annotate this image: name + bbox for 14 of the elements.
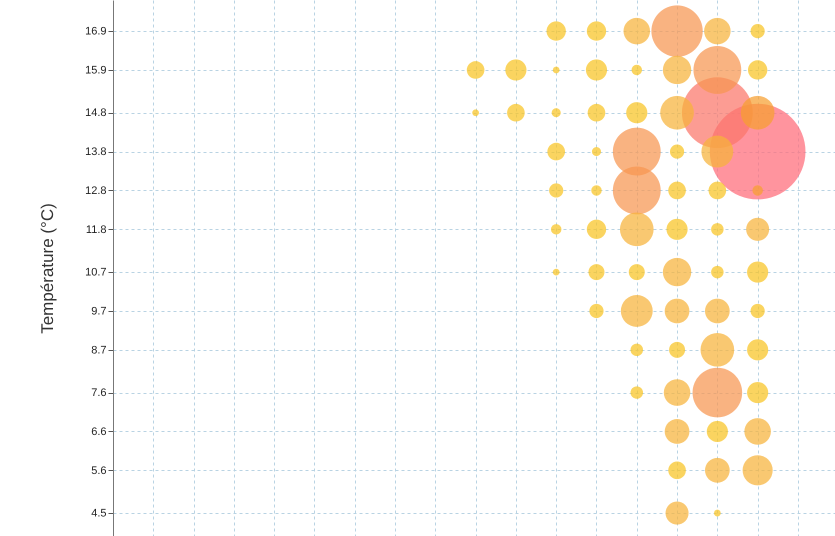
y-tick-label: 15.9 — [85, 64, 106, 76]
y-tick-label: 8.7 — [91, 344, 106, 356]
y-tick-label: 13.8 — [85, 146, 106, 158]
y-tick-label: 7.6 — [91, 387, 106, 400]
y-tick-label: 4.5 — [91, 508, 106, 520]
y-tick-label: 11.8 — [86, 224, 106, 236]
y-tick-label: 14.8 — [85, 107, 106, 120]
y-tick-label: 12.8 — [85, 184, 106, 197]
y-tick-label: 16.9 — [85, 26, 106, 38]
y-tick-label: 10.7 — [85, 266, 106, 279]
y-axis-title: Température (°C) — [38, 203, 58, 334]
y-tick-label: 6.6 — [91, 426, 106, 438]
y-tick-label: 5.6 — [91, 464, 106, 477]
y-tick-label: 9.7 — [91, 305, 106, 318]
